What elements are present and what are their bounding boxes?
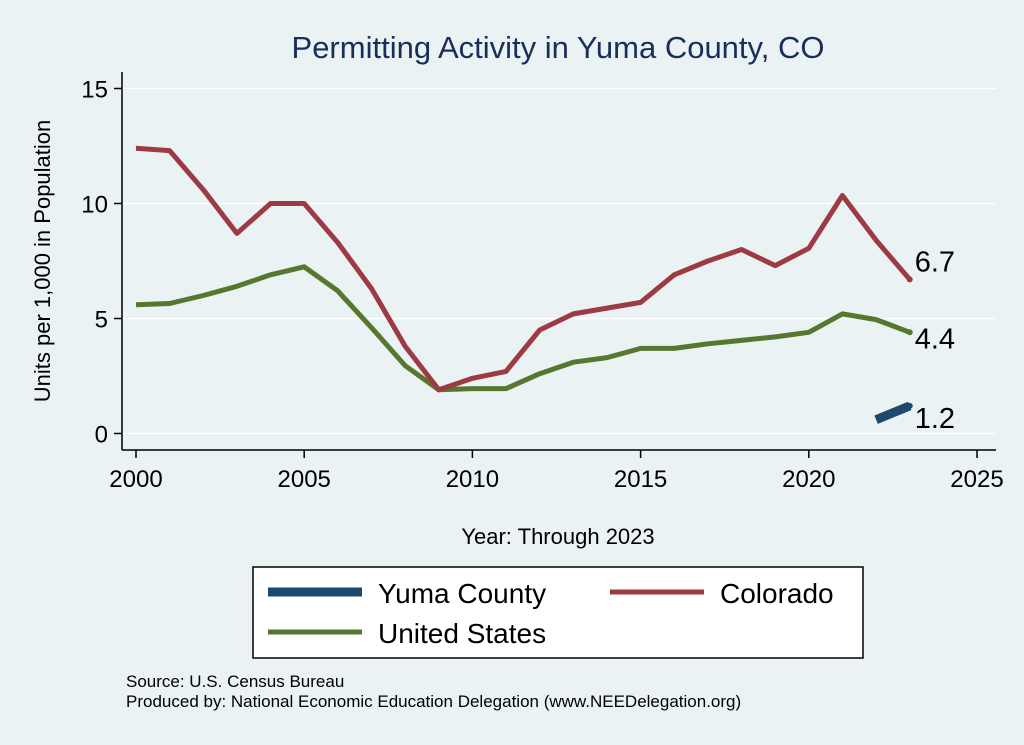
x-tick-label: 2015 bbox=[614, 466, 667, 493]
legend: Yuma County Colorado United States bbox=[252, 566, 864, 659]
source-note: Source: U.S. Census Bureau bbox=[126, 672, 345, 691]
series-line-colorado bbox=[135, 145, 912, 393]
footer: Source: U.S. Census Bureau Produced by: … bbox=[126, 672, 741, 712]
end-labels: 4.4 6.7 1.2 bbox=[915, 246, 955, 435]
y-tick-label: 15 bbox=[81, 77, 108, 104]
series-end-point-united-states bbox=[906, 329, 913, 336]
grid bbox=[122, 87, 996, 435]
x-tick-label: 2020 bbox=[782, 466, 835, 493]
end-label-colorado: 6.7 bbox=[915, 246, 955, 278]
end-label-united-states: 4.4 bbox=[915, 323, 955, 355]
series-line-yuma-county bbox=[874, 401, 912, 424]
legend-label-united-states: United States bbox=[378, 618, 546, 649]
y-tick-label: 0 bbox=[95, 422, 108, 449]
series-end-point-colorado bbox=[906, 276, 913, 283]
x-tick-label: 2000 bbox=[109, 466, 162, 493]
x-tick-label: 2010 bbox=[446, 466, 499, 493]
x-tick-label: 2005 bbox=[278, 466, 331, 493]
producer-note: Produced by: National Economic Education… bbox=[126, 692, 742, 711]
x-tick-label: 2025 bbox=[950, 466, 1003, 493]
series-line-united-states bbox=[135, 264, 911, 393]
axes: 0 5 10 15 2000 2005 2010 2015 2020 2025 bbox=[81, 72, 1004, 493]
legend-label-colorado: Colorado bbox=[720, 578, 834, 609]
series-end-point-yuma-county bbox=[906, 402, 913, 409]
y-axis-title: Units per 1,000 in Population bbox=[30, 120, 55, 403]
end-label-yuma-county: 1.2 bbox=[915, 403, 955, 435]
legend-label-yuma-county: Yuma County bbox=[378, 578, 546, 609]
y-tick-label: 10 bbox=[81, 192, 108, 219]
x-axis-title: Year: Through 2023 bbox=[461, 524, 654, 549]
chart-title: Permitting Activity in Yuma County, CO bbox=[292, 30, 825, 65]
series-layer bbox=[135, 145, 913, 424]
legend-box bbox=[252, 566, 864, 659]
chart: Permitting Activity in Yuma County, CO 0… bbox=[30, 30, 1004, 659]
y-tick-label: 5 bbox=[95, 307, 108, 334]
